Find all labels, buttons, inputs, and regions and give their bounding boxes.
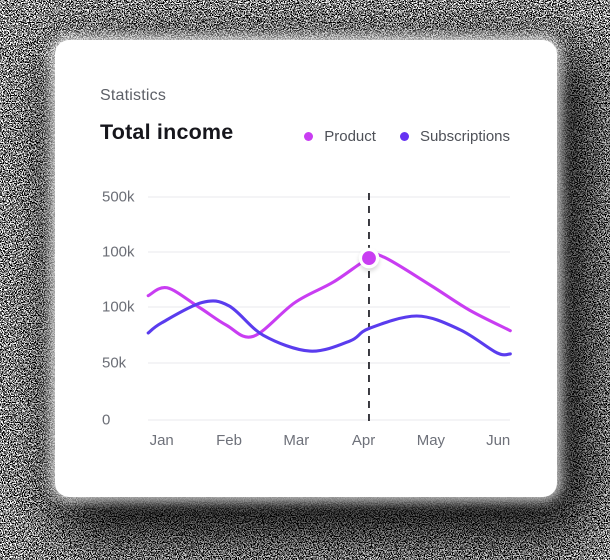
statistics-card: Statistics Total income Product Subscrip… bbox=[55, 40, 557, 497]
x-axis-label: Apr bbox=[352, 432, 375, 449]
y-axis-label: 50k bbox=[102, 355, 127, 372]
highlight-point-dot bbox=[362, 251, 376, 265]
x-axis-label: Jun bbox=[486, 432, 510, 449]
chart-legend: Product Subscriptions bbox=[304, 128, 510, 145]
series-line-product bbox=[146, 252, 512, 339]
legend-label-product: Product bbox=[324, 128, 376, 145]
card-eyebrow: Statistics bbox=[100, 87, 167, 104]
y-axis-label: 500k bbox=[102, 189, 135, 206]
legend-item-subscriptions[interactable]: Subscriptions bbox=[399, 128, 510, 145]
y-axis-label: 100k bbox=[102, 244, 135, 261]
highlight-point[interactable] bbox=[358, 247, 380, 272]
subscriptions-legend-dot-icon bbox=[399, 132, 409, 141]
x-axis-label: Jan bbox=[150, 432, 174, 449]
x-axis-label: Feb bbox=[216, 432, 242, 449]
series-line-subscriptions bbox=[146, 299, 512, 357]
y-axis-label: 0 bbox=[102, 412, 110, 429]
total-income-line-chart[interactable]: 500k 100k 100k 50k 0 Jan Feb Mar Apr May Jun bbox=[55, 40, 557, 497]
y-axis-label: 100k bbox=[102, 299, 135, 316]
x-axis-label: Mar bbox=[283, 432, 309, 449]
chart-title: Total income bbox=[100, 120, 234, 144]
legend-item-product[interactable]: Product bbox=[304, 128, 376, 145]
legend-label-subscriptions: Subscriptions bbox=[419, 128, 510, 145]
x-axis-label: May bbox=[417, 432, 446, 449]
product-legend-dot-icon bbox=[304, 132, 314, 141]
